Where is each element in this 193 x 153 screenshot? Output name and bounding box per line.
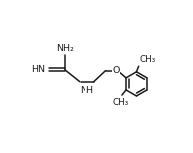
Text: N: N bbox=[80, 86, 87, 95]
Text: CH₃: CH₃ bbox=[112, 98, 129, 107]
Text: HN: HN bbox=[31, 65, 45, 74]
Text: CH₃: CH₃ bbox=[139, 55, 156, 63]
Text: O: O bbox=[112, 66, 119, 75]
Text: H: H bbox=[85, 86, 92, 95]
Text: NH₂: NH₂ bbox=[56, 44, 74, 53]
